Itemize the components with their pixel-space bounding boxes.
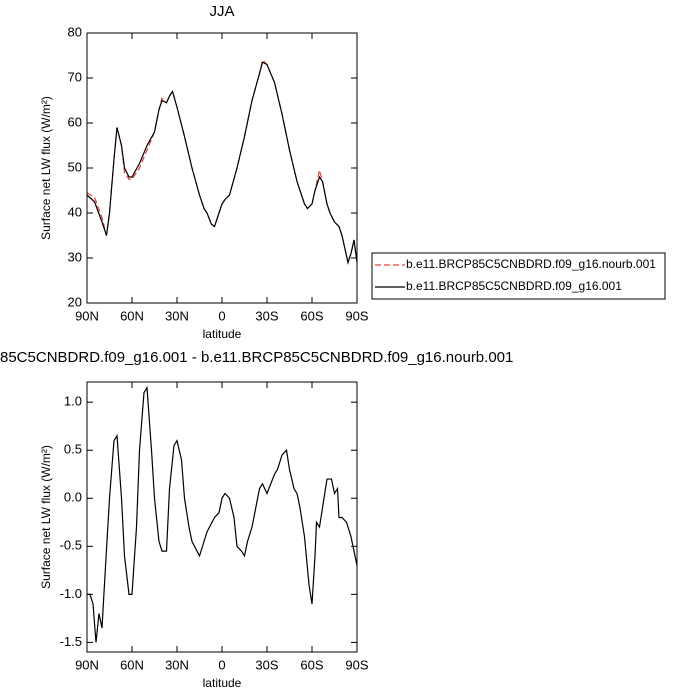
x-tick-label: 30S <box>255 308 278 323</box>
x-tick-label: 90N <box>75 308 99 323</box>
y-tick-label: 0.5 <box>64 442 82 457</box>
x-tick-label: 60S <box>300 308 323 323</box>
data-line <box>87 385 358 643</box>
x-tick-label: 90N <box>75 657 99 672</box>
y-tick-label: 70 <box>68 69 82 84</box>
y-tick-label: 1.0 <box>64 394 82 409</box>
plot-frame <box>86 381 358 653</box>
legend-box <box>371 252 666 300</box>
x-tick-label: 60S <box>300 657 323 672</box>
y-tick-label: -0.5 <box>60 538 82 553</box>
x-tick-label: 60N <box>120 657 144 672</box>
x-tick-label: 0 <box>218 308 225 323</box>
x-tick-label: 60N <box>120 308 144 323</box>
chart-title: JJA <box>209 3 234 20</box>
plot-frame <box>86 32 358 304</box>
x-tick-label: 0 <box>218 657 225 672</box>
y-tick-label: -1.0 <box>60 586 82 601</box>
x-tick-label: 30N <box>165 308 189 323</box>
y-tick-label: 0.0 <box>64 490 82 505</box>
x-tick-label: 90S <box>345 308 368 323</box>
data-line <box>86 61 358 265</box>
x-tick-label: 90S <box>345 657 368 672</box>
x-axis-label: latitude <box>203 327 242 341</box>
legend-label: b.e11.BRCP85C5CNBDRD.f09_g16.001 <box>406 279 622 293</box>
x-axis-label: latitude <box>203 676 242 690</box>
y-tick-label: 60 <box>68 114 82 129</box>
chart-title: 85C5CNBDRD.f09_g16.001 - b.e11.BRCP85C5C… <box>0 349 513 366</box>
y-tick-label: 40 <box>68 204 82 219</box>
x-tick-label: 30N <box>165 657 189 672</box>
y-tick-label: 20 <box>68 294 82 309</box>
legend-label: b.e11.BRCP85C5CNBDRD.f09_g16.nourb.001 <box>406 257 656 271</box>
y-tick-label: -1.5 <box>60 634 82 649</box>
y-tick-label: 80 <box>68 24 82 39</box>
data-line <box>86 58 358 265</box>
y-axis-label: Surface net LW flux (W/m²) <box>39 96 53 240</box>
y-axis-label: Surface net LW flux (W/m²) <box>39 445 53 589</box>
x-tick-label: 30S <box>255 657 278 672</box>
y-tick-label: 50 <box>68 159 82 174</box>
y-tick-label: 30 <box>68 249 82 264</box>
